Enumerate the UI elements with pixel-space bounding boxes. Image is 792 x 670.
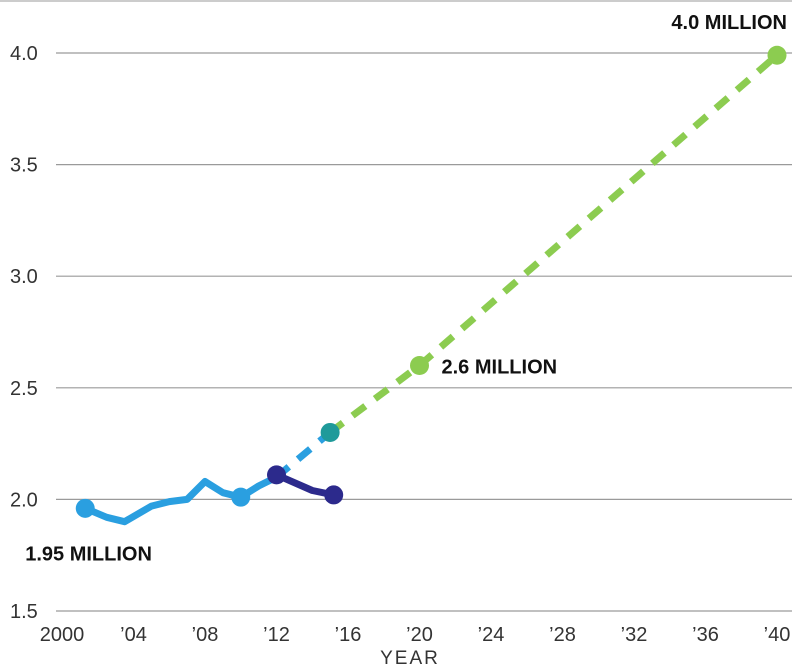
x-tick-label: ’24: [478, 624, 505, 646]
x-tick-label: ’20: [406, 624, 433, 646]
x-tick-label: ’16: [335, 624, 362, 646]
series-line-1: [274, 429, 333, 480]
x-tick-label: ’40: [764, 624, 791, 646]
y-tick-label: 2.5: [10, 378, 38, 400]
x-tick-label: 2000: [40, 624, 85, 646]
x-axis-label: YEAR: [380, 648, 440, 669]
annotation-label: 2.6 MILLION: [442, 356, 558, 378]
y-tick-label: 3.5: [10, 155, 38, 177]
series-group: [83, 52, 780, 526]
x-tick-label: ’12: [263, 624, 290, 646]
series-line-4: [328, 52, 780, 436]
data-point-marker: [231, 487, 251, 507]
x-tick-label: ’08: [192, 624, 219, 646]
annotation-label: 4.0 MILLION: [671, 12, 787, 34]
y-tick-label: 3.0: [10, 266, 38, 288]
x-tick-label: ’36: [692, 624, 719, 646]
y-tick-label: 2.0: [10, 489, 38, 511]
annotations-group: 1.95 MILLION 2.6 MILLION 4.0 MILLION: [25, 12, 787, 565]
x-tick-label: ’32: [621, 624, 648, 646]
data-point-marker: [767, 45, 787, 65]
data-point-marker: [75, 498, 95, 518]
x-axis-ticks: 2000 ’04 ’08 ’12 ’16 ’20 ’24 ’28 ’32 ’36 ’40: [40, 624, 791, 646]
y-tick-label: 4.0: [10, 43, 38, 65]
annotation-label: 1.95 MILLION: [25, 543, 152, 565]
data-point-marker: [324, 485, 344, 505]
data-point-marker: [320, 422, 340, 442]
x-tick-label: ’28: [549, 624, 576, 646]
data-point-marker: [410, 355, 429, 375]
y-axis-ticks: 1.5 2.0 2.5 3.0 3.5 4.0: [10, 43, 38, 623]
y-tick-label: 1.5: [10, 601, 38, 623]
data-point-marker: [267, 465, 286, 485]
x-tick-label: ’04: [120, 624, 147, 646]
markers-group: [75, 45, 787, 518]
